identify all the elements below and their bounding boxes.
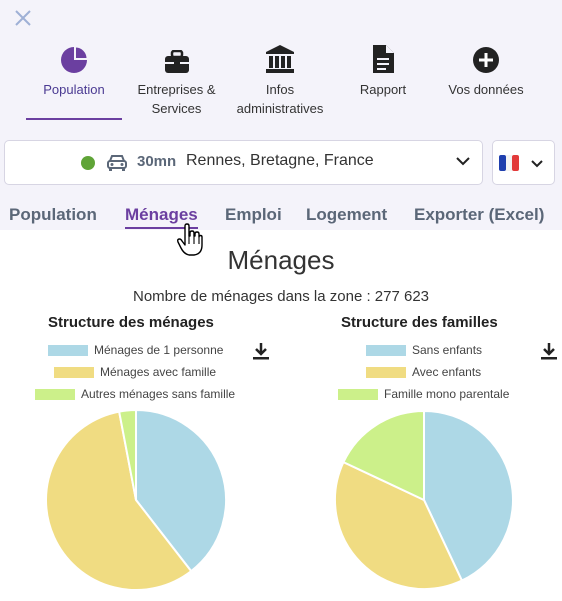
car-icon	[107, 155, 127, 171]
bank-building-icon	[266, 45, 294, 73]
location-name: Rennes, Bretagne, France	[186, 152, 374, 169]
legend-swatch	[338, 388, 378, 400]
french-flag-icon	[499, 155, 519, 171]
pie-slice[interactable]	[342, 409, 425, 502]
download-icon[interactable]	[540, 342, 558, 360]
page-title: Ménages	[227, 245, 335, 275]
chart-title: Structure des ménages	[48, 314, 214, 331]
nav-entreprises[interactable]: Entreprises & Services	[130, 40, 223, 118]
header-band	[0, 0, 562, 230]
pie-slice[interactable]	[117, 408, 137, 501]
tab-logement[interactable]: Logement	[306, 205, 388, 224]
tab-population[interactable]: Population	[9, 205, 97, 224]
legend-item[interactable]: Sans enfants	[366, 343, 482, 357]
tab-menages[interactable]: Ménages	[125, 205, 198, 229]
nav-label: Population	[43, 82, 105, 97]
close-icon[interactable]	[13, 8, 33, 28]
download-icon[interactable]	[252, 342, 270, 360]
plus-circle-icon	[473, 47, 499, 73]
legend-swatch	[366, 344, 406, 356]
nav-rapport[interactable]: Rapport	[345, 40, 421, 99]
legend-item[interactable]: Ménages de 1 personne	[48, 343, 223, 357]
location-selector[interactable]: 30mn Rennes, Bretagne, France	[4, 140, 483, 185]
legend-label: Ménages avec famille	[100, 365, 217, 379]
legend-swatch	[48, 344, 88, 356]
pie-chart	[334, 409, 514, 590]
pie-slice[interactable]	[135, 408, 227, 573]
pie-slice[interactable]	[423, 409, 514, 582]
legend-label: Sans enfants	[412, 343, 483, 357]
language-selector[interactable]	[492, 140, 555, 185]
legend-swatch	[366, 366, 406, 378]
legend-item[interactable]: Autres ménages sans famille	[35, 387, 235, 401]
nav-vos-donnees[interactable]: Vos données	[440, 40, 532, 99]
tab-exporter-excel[interactable]: Exporter (Excel)	[414, 205, 545, 224]
legend-label: Avec enfants	[412, 365, 482, 379]
pie-chart-icon	[61, 47, 87, 73]
nav-label: Infos administratives	[236, 82, 324, 116]
nav-active-indicator	[26, 118, 122, 120]
briefcase-icon	[164, 50, 189, 73]
travel-duration: 30mn	[137, 153, 177, 170]
status-dot	[81, 156, 95, 170]
tab-emploi[interactable]: Emploi	[225, 205, 282, 224]
legend-label: Ménages de 1 personne	[94, 343, 224, 357]
pie-slice[interactable]	[334, 460, 464, 590]
legend-label: Autres ménages sans famille	[81, 387, 236, 401]
hand-cursor-icon	[177, 223, 203, 256]
legend-item[interactable]: Ménages avec famille	[54, 365, 216, 379]
chevron-down-icon	[531, 160, 543, 168]
legend-item[interactable]: Avec enfants	[366, 365, 481, 379]
nav-infos-administratives[interactable]: Infos administratives	[230, 40, 330, 118]
legend-label: Famille mono parentale	[384, 387, 510, 401]
household-count: Nombre de ménages dans la zone : 277 623	[132, 288, 430, 305]
legend-swatch	[54, 366, 94, 378]
chevron-down-icon	[456, 157, 470, 166]
nav-label: Entreprises & Services	[137, 82, 216, 116]
pie-slice[interactable]	[45, 410, 193, 591]
legend-item[interactable]: Famille mono parentale	[338, 387, 509, 401]
legend-swatch	[35, 388, 75, 400]
nav-label: Rapport	[359, 82, 407, 97]
pie-chart	[45, 408, 227, 591]
chart-title: Structure des familles	[341, 314, 498, 331]
document-icon	[373, 45, 394, 73]
nav-population[interactable]: Population	[28, 40, 120, 99]
nav-label: Vos données	[448, 82, 524, 97]
